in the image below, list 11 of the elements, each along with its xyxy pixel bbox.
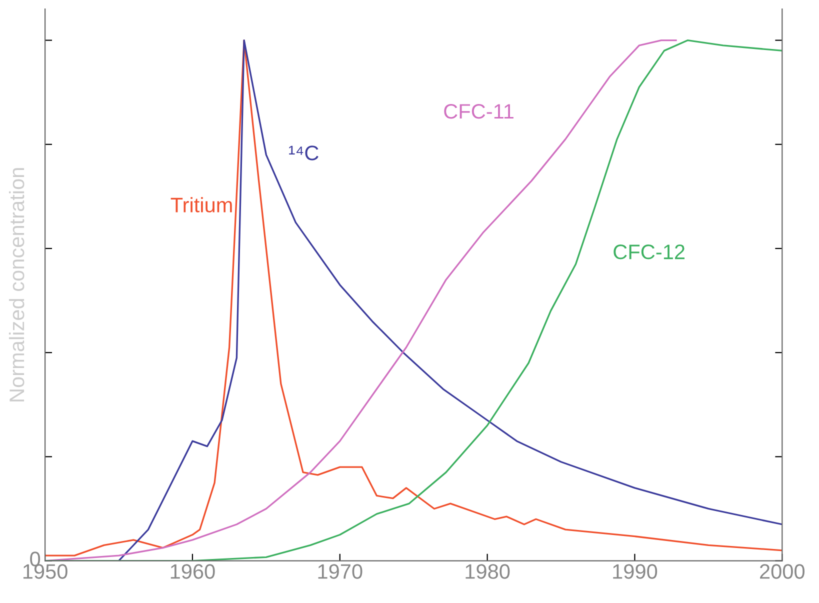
- x-tick-label: 1980: [466, 564, 510, 579]
- text: 0: [30, 552, 40, 566]
- x-tick-label: 1970: [318, 564, 362, 579]
- text: CFC-11: [444, 104, 514, 119]
- x-tick-label: 1990: [613, 564, 658, 579]
- series-label: Tritium: [170, 197, 232, 212]
- series-label: ¹⁴C: [289, 146, 318, 160]
- x-tick-label: 2000: [760, 564, 805, 579]
- x-tick-label: 1950: [23, 564, 68, 579]
- x-tick-label: 1960: [170, 564, 215, 579]
- series-label: CFC-12: [614, 244, 684, 260]
